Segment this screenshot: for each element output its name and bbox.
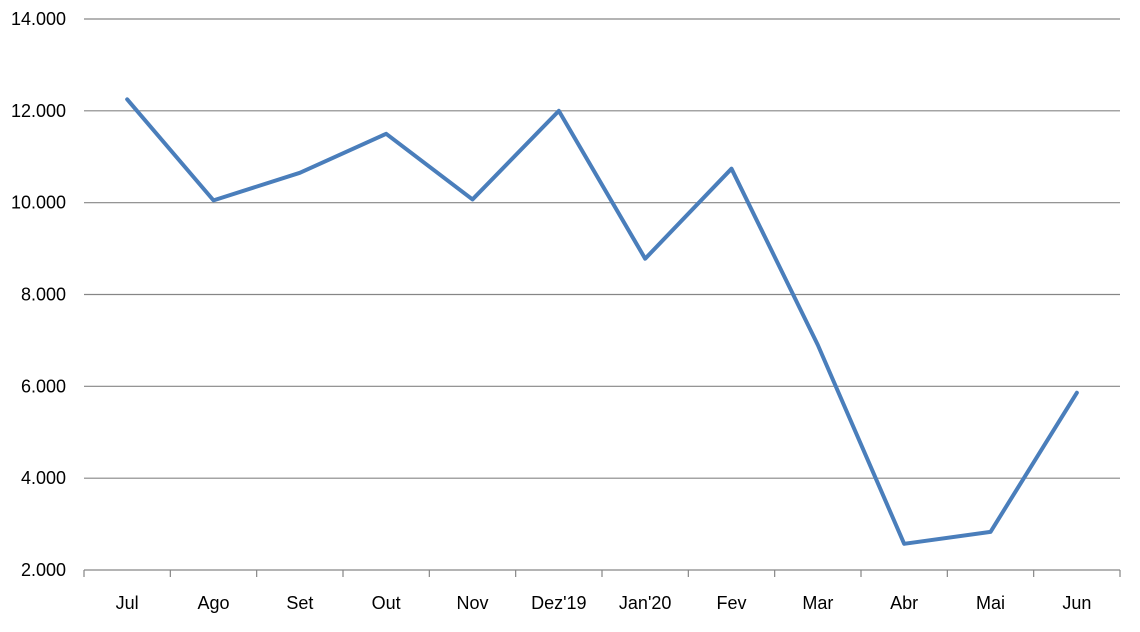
y-tick-label: 10.000 [11, 193, 66, 213]
y-tick-label: 6.000 [21, 376, 66, 396]
y-tick-label: 2.000 [21, 560, 66, 580]
x-tick-label: Jan'20 [619, 593, 671, 613]
x-tick-label: Abr [890, 593, 918, 613]
x-tick-label: Jun [1062, 593, 1091, 613]
y-tick-label: 14.000 [11, 9, 66, 29]
x-tick-label: Jul [116, 593, 139, 613]
x-tick-label: Out [372, 593, 401, 613]
x-tick-label: Dez'19 [531, 593, 586, 613]
y-tick-label: 8.000 [21, 285, 66, 305]
series-line [127, 99, 1077, 543]
x-tick-label: Set [286, 593, 313, 613]
y-tick-label: 4.000 [21, 468, 66, 488]
x-tick-label: Ago [197, 593, 229, 613]
y-tick-label: 12.000 [11, 101, 66, 121]
x-tick-label: Mai [976, 593, 1005, 613]
x-tick-label: Fev [716, 593, 746, 613]
x-tick-label: Nov [456, 593, 488, 613]
x-tick-label: Mar [802, 593, 833, 613]
